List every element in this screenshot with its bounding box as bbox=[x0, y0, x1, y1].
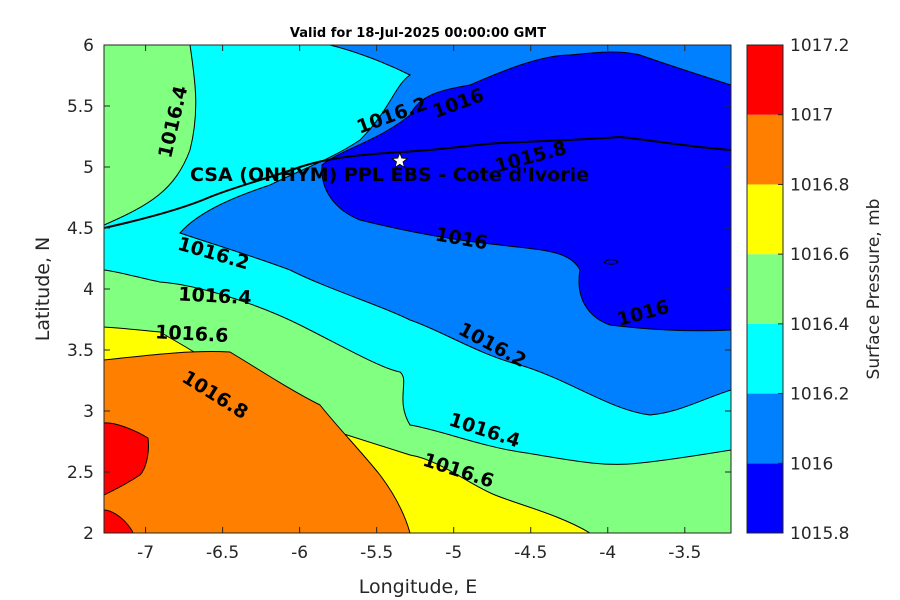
x-tick-label: -6 bbox=[291, 543, 308, 563]
colorbar-tick-label: 1017 bbox=[790, 106, 833, 126]
x-tick-label: -6.5 bbox=[206, 543, 239, 563]
x-axis-label: Longitude, E bbox=[359, 576, 478, 598]
colorbar-swatch bbox=[747, 45, 783, 115]
y-tick-label: 2 bbox=[83, 524, 94, 544]
chart-title: Valid for 18-Jul-2025 00:00:00 GMT bbox=[290, 26, 546, 41]
colorbar-swatch bbox=[747, 393, 783, 464]
colorbar-tick-label: 1015.8 bbox=[790, 524, 849, 544]
y-axis-label: Latitude, N bbox=[32, 237, 54, 342]
colorbar-tick-label: 1016.6 bbox=[790, 245, 849, 265]
x-tick-label: -5 bbox=[445, 543, 462, 563]
x-tick-label: -3.5 bbox=[668, 543, 701, 563]
region-1017 bbox=[104, 422, 149, 496]
site-marker: CSA (ONHYM) PPL EBS - Cote d'Ivorie bbox=[190, 151, 589, 186]
y-tick-label: 5.5 bbox=[67, 97, 94, 117]
colorbar-tick-label: 1017.2 bbox=[790, 36, 849, 56]
region-1015-8 bbox=[321, 51, 731, 332]
y-tick-label: 5 bbox=[83, 158, 94, 178]
colorbar-tick-label: 1016 bbox=[790, 454, 833, 474]
y-tick-label: 2.5 bbox=[67, 463, 94, 483]
y-tick-label: 4.5 bbox=[67, 219, 94, 239]
colorbar-swatch bbox=[747, 463, 783, 533]
colorbar-swatch bbox=[747, 184, 783, 255]
x-tick-label: -4.5 bbox=[514, 543, 547, 563]
region-1016-8 bbox=[104, 351, 411, 533]
coastline bbox=[104, 135, 731, 229]
contour-label: 1016.6 bbox=[155, 321, 229, 347]
colorbar-label: Surface Pressure, mb bbox=[864, 199, 884, 380]
y-tick-label: 3 bbox=[83, 402, 94, 422]
colorbar-frame bbox=[746, 44, 784, 534]
colorbar: 1015.8 1016 1016.2 1016.4 1016.6 1016.8 1017 10… bbox=[746, 36, 849, 544]
y-axis-ticks: 2 2.5 3 3.5 4 4.5 5 5.5 6 bbox=[67, 36, 731, 544]
y-tick-label: 3.5 bbox=[67, 341, 94, 361]
site-star-icon bbox=[391, 151, 409, 169]
contour-label: 1016.4 bbox=[178, 283, 252, 309]
coastline-island bbox=[603, 259, 619, 265]
x-axis-ticks: -7 -6.5 -6 -5.5 -5 -4.5 -4 -3.5 bbox=[137, 45, 701, 563]
site-label: CSA (ONHYM) PPL EBS - Cote d'Ivorie bbox=[190, 164, 589, 186]
colorbar-tick-label: 1016.2 bbox=[790, 385, 849, 405]
colorbar-tick-label: 1016.8 bbox=[790, 175, 849, 195]
x-tick-label: -5.5 bbox=[360, 543, 393, 563]
colorbar-swatch bbox=[747, 254, 783, 324]
colorbar-swatch bbox=[747, 323, 783, 394]
x-tick-label: -7 bbox=[137, 543, 154, 563]
colorbar-swatch bbox=[747, 114, 783, 185]
colorbar-tick-label: 1016.4 bbox=[790, 315, 849, 335]
y-tick-label: 4 bbox=[83, 280, 94, 300]
y-tick-label: 6 bbox=[83, 36, 94, 56]
x-tick-label: -4 bbox=[599, 543, 616, 563]
plot-area bbox=[104, 45, 731, 533]
